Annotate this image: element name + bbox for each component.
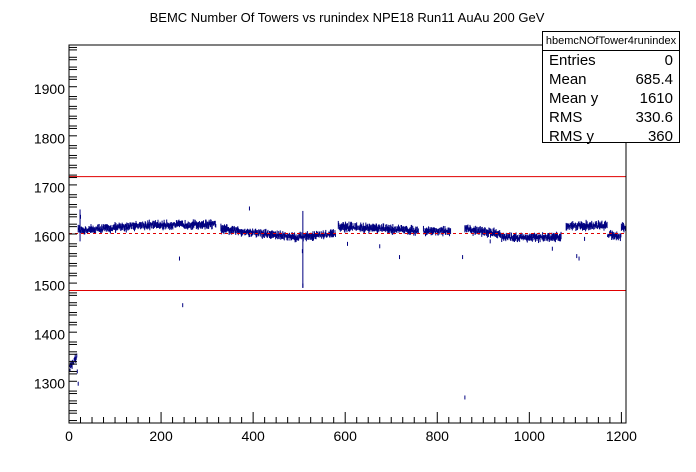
x-axis: 0 200 400 600 800 1000 1200	[65, 412, 637, 444]
y-tick-label: 1900	[34, 81, 65, 97]
y-axis: 1300 1400 1500 1600 1700 1800 1900	[34, 46, 77, 422]
y-tick-label: 1400	[34, 327, 65, 343]
y-tick-label: 1700	[34, 179, 65, 195]
stats-rows: Entries 0 Mean 685.4 Mean y 1610 RMS 330.6 RMS y…	[543, 51, 679, 146]
y-tick-label: 1600	[34, 228, 65, 244]
stats-label: RMS y	[549, 128, 594, 145]
stats-label: Mean y	[549, 90, 599, 107]
stats-row: RMS 330.6	[543, 108, 679, 127]
x-tick-label: 1200	[606, 428, 637, 444]
x-tick-label: 0	[65, 428, 73, 444]
x-tick-label: 400	[241, 428, 265, 444]
y-tick-label: 1300	[34, 376, 65, 392]
stats-value: 330.6	[635, 109, 673, 126]
stats-row: Mean y 1610	[543, 89, 679, 108]
stats-label: Entries	[549, 52, 596, 69]
stats-value: 685.4	[635, 71, 673, 88]
stats-label: RMS	[549, 109, 583, 126]
chart-title: BEMC Number Of Towers vs runindex NPE18 …	[150, 10, 545, 25]
y-tick-label: 1800	[34, 130, 65, 146]
y-tick-label: 1500	[34, 278, 65, 294]
x-tick-label: 800	[426, 428, 450, 444]
stats-row: Entries 0	[543, 51, 679, 70]
reference-lines	[69, 176, 626, 291]
stats-value: 360	[647, 128, 673, 145]
stats-title: hbemcNOfTower4runindex	[543, 32, 679, 51]
x-tick-label: 200	[149, 428, 173, 444]
stats-value: 1610	[639, 90, 673, 107]
plot-area	[68, 206, 626, 400]
x-tick-label: 600	[334, 428, 358, 444]
stats-label: Mean	[549, 71, 587, 88]
stats-row: Mean 685.4	[543, 70, 679, 89]
x-tick-label: 1000	[514, 428, 545, 444]
stats-row: RMS y 360	[543, 127, 679, 146]
stats-value: 0	[664, 52, 673, 69]
stats-box: hbemcNOfTower4runindex Entries 0 Mean 685.4…	[542, 31, 680, 146]
